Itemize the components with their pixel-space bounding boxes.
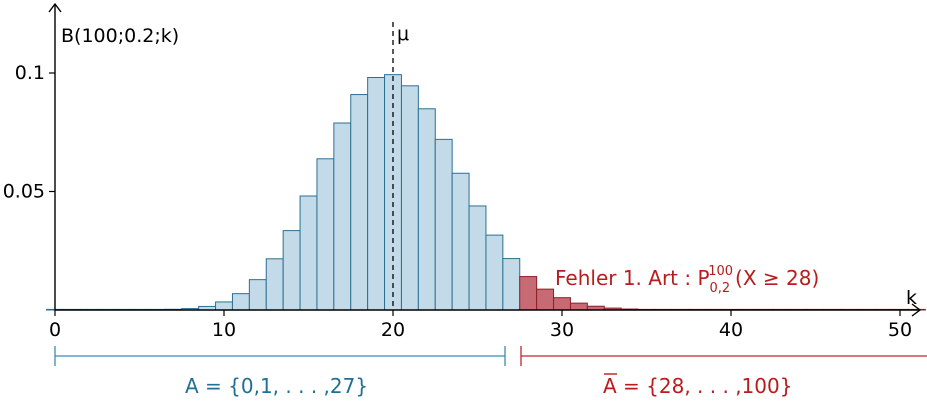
bar-k-22 xyxy=(417,108,436,311)
acceptance-region: A = {0,1, . . . ,27} xyxy=(54,346,506,398)
annotation-prefix: Fehler 1. Art : P xyxy=(555,266,710,290)
bar-k-29 xyxy=(536,288,555,311)
bar-k-16 xyxy=(316,158,335,311)
bar-k-21 xyxy=(400,85,419,311)
x-tick-label-0: 0 xyxy=(49,319,61,341)
x-tick-label-20: 20 xyxy=(381,319,405,341)
y-tick-label-1: 0.1 xyxy=(15,62,45,84)
x-axis-arrow xyxy=(911,303,922,317)
rejection-set-symbol: A xyxy=(603,374,617,398)
annotation-sup: 100 xyxy=(708,264,733,279)
bar-k-11 xyxy=(231,293,250,311)
bar-k-17 xyxy=(333,122,352,311)
y-axis-label: B(100;0.2;k) xyxy=(61,25,179,47)
type-one-error-annotation: Fehler 1. Art : P0,2 100 (X ≥ 28) xyxy=(555,264,819,296)
bar-k-12 xyxy=(248,279,267,311)
bar-k-23 xyxy=(434,138,453,311)
mean-label: μ xyxy=(397,23,409,45)
bar-k-18 xyxy=(350,94,369,311)
bar-k-15 xyxy=(299,195,318,311)
x-tick-label-30: 30 xyxy=(550,319,574,341)
bar-k-10 xyxy=(215,301,233,311)
y-ticks: 0.05 0.1 xyxy=(3,62,55,203)
x-tick-label-10: 10 xyxy=(212,319,236,341)
bar-k-24 xyxy=(451,172,470,311)
bar-k-27 xyxy=(502,258,521,311)
x-tick-label-50: 50 xyxy=(888,319,912,341)
bars xyxy=(46,74,926,311)
acceptance-label: A = {0,1, . . . ,27} xyxy=(185,374,368,398)
annotation-suffix: (X ≥ 28) xyxy=(735,266,819,290)
bar-k-30 xyxy=(553,297,571,311)
bar-k-25 xyxy=(468,205,487,311)
bar-k-26 xyxy=(485,234,504,311)
rejection-label: A = {28, . . . ,100} xyxy=(603,374,792,398)
bar-k-31 xyxy=(569,302,588,311)
rejection-set-text: = {28, . . . ,100} xyxy=(617,374,793,398)
bar-k-28 xyxy=(519,276,538,311)
y-axis-arrow xyxy=(48,2,62,13)
rejection-region: A = {28, . . . ,100} xyxy=(520,346,927,398)
y-tick-label-0: 0.05 xyxy=(3,181,45,203)
annotation-sub: 0,2 xyxy=(710,281,731,296)
x-axis-label: k xyxy=(906,287,917,309)
bar-k-13 xyxy=(265,258,284,311)
bar-k-19 xyxy=(367,77,386,311)
bar-k-14 xyxy=(282,230,301,311)
x-tick-label-40: 40 xyxy=(719,319,743,341)
x-ticks: 0 10 20 30 40 50 xyxy=(49,310,912,341)
